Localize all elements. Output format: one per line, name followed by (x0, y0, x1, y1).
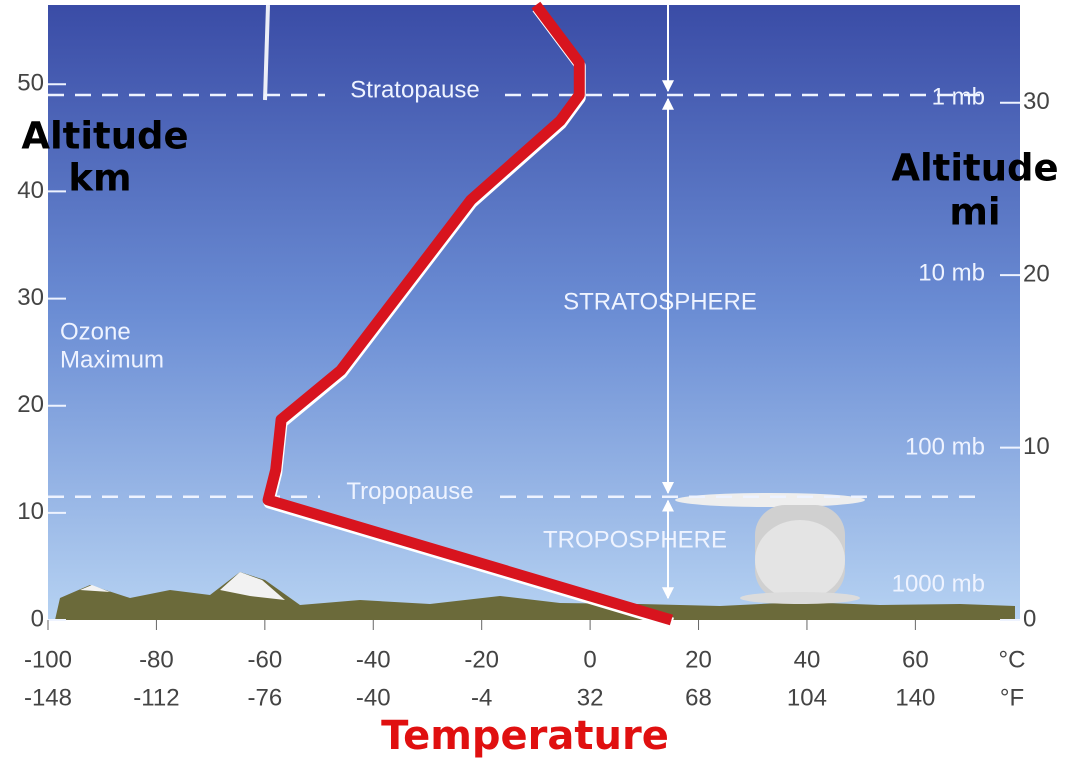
layer-label: Tropopause (346, 478, 473, 505)
x-tick-label: 0 (583, 646, 596, 673)
x-tick-label-f: 104 (787, 684, 827, 711)
x-tick-label-f: -148 (24, 684, 72, 711)
x-tick-label: 60 (902, 646, 929, 673)
x-tick-label: 20 (685, 646, 712, 673)
y-tick-label: 40 (17, 177, 44, 204)
x-axis-title: Temperature (381, 713, 669, 759)
x-tick-label-f: -4 (471, 684, 492, 711)
x-tick-label-f: 68 (685, 684, 712, 711)
y2-tick-label: 30 (1023, 88, 1050, 115)
y2-axis-title: Altitude (891, 147, 1058, 190)
x-tick-label-f: -40 (356, 684, 391, 711)
pressure-label: 10 mb (918, 259, 985, 286)
x-unit: °F (1000, 684, 1024, 711)
x-tick-label-f: -76 (247, 684, 282, 711)
x-tick-label: -100 (24, 646, 72, 673)
x-tick-label: -60 (247, 646, 282, 673)
y-tick-label: 30 (17, 284, 44, 311)
y-tick-label: 50 (17, 70, 44, 97)
y-tick-label: 10 (17, 498, 44, 525)
ground (55, 572, 1015, 620)
y2-tick-label: 10 (1023, 433, 1050, 460)
x-tick-label-f: -112 (133, 684, 179, 711)
x-tick-label: -20 (464, 646, 499, 673)
x-tick-label: -80 (139, 646, 174, 673)
y-tick-label: 0 (31, 605, 44, 632)
pressure-label: 1 mb (932, 83, 985, 110)
y2-tick-label: 20 (1023, 261, 1050, 288)
y-axis-title: Altitude (21, 115, 188, 158)
y2-tick-label: 0 (1023, 605, 1036, 632)
x-tick-label: 40 (794, 646, 821, 673)
x-tick-label-f: 32 (577, 684, 604, 711)
temperature-line (262, 1, 673, 626)
x-tick-label: -40 (356, 646, 391, 673)
ozone-label: Maximum (60, 346, 164, 373)
pressure-label: 100 mb (905, 433, 985, 460)
layer-label: Stratopause (350, 76, 479, 103)
x-unit: °C (999, 646, 1026, 673)
region-label: STRATOSPHERE (563, 288, 757, 315)
y2-axis-title: mi (949, 191, 1000, 234)
x-tick-label-f: 140 (895, 684, 935, 711)
ozone-label: Ozone (60, 318, 131, 345)
snow (80, 572, 285, 600)
y-tick-label: 20 (17, 391, 44, 418)
y-axis-title: km (68, 157, 131, 200)
cloud (675, 493, 865, 604)
pressure-label: 1000 mb (892, 570, 985, 597)
region-label: TROPOSPHERE (543, 526, 727, 553)
meteor-streak (263, 4, 270, 101)
plot-background (48, 5, 1020, 620)
